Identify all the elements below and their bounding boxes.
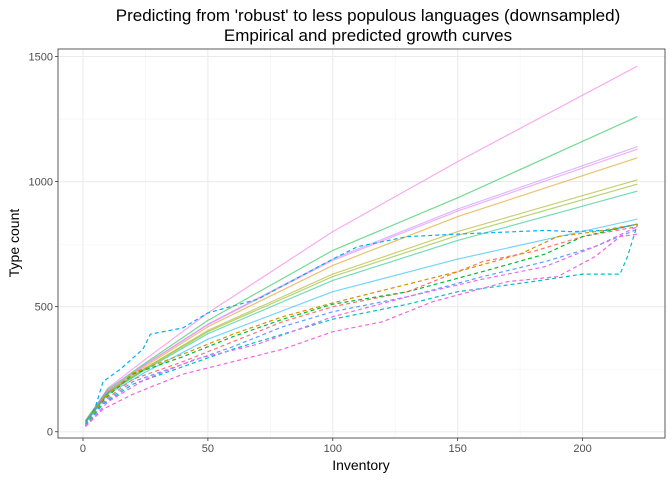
x-tick-label: 150	[448, 443, 466, 455]
predicted-curves	[85, 65, 638, 424]
plot-area	[57, 48, 666, 439]
empirical-line-2	[85, 226, 638, 427]
empirical-line-1	[84, 223, 638, 425]
y-axis-title: Type count	[6, 209, 22, 278]
y-axis: 0 500 1000 1500	[29, 52, 58, 439]
y-tick-label: 1000	[29, 177, 53, 189]
chart-subtitle: Empirical and predicted growth curves	[224, 26, 512, 45]
empirical-line-4	[85, 223, 638, 426]
x-tick-label: 0	[80, 443, 86, 455]
y-tick-label: 500	[35, 302, 53, 314]
x-tick-label: 200	[573, 443, 591, 455]
empirical-line-5	[85, 228, 638, 427]
x-tick-label: 50	[202, 443, 214, 455]
empirical-line-8	[85, 226, 638, 427]
y-tick-label: 0	[47, 427, 53, 439]
empirical-line-3	[85, 223, 638, 426]
predicted-line-8	[85, 190, 638, 423]
panel-border	[57, 48, 666, 439]
x-axis: 0 50 100 150 200	[80, 438, 592, 455]
empirical-curves	[84, 223, 639, 428]
x-tick-label: 100	[324, 443, 342, 455]
y-tick-label: 1500	[29, 52, 53, 64]
empirical-line-7	[85, 233, 638, 428]
x-axis-title: Inventory	[332, 457, 390, 473]
gridlines	[58, 49, 665, 438]
chart-title: Predicting from 'robust' to less populou…	[116, 6, 621, 25]
predicted-line-2	[85, 115, 638, 421]
